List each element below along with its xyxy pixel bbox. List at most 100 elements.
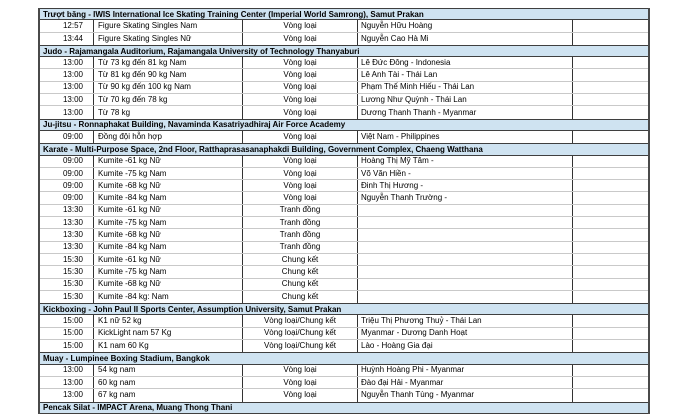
athlete-cell: Lê Anh Tài - Thái Lan	[358, 69, 573, 81]
event-cell: Từ 70 kg đến 78 kg	[94, 94, 243, 106]
extra-cell	[573, 254, 648, 265]
extra-cell	[573, 131, 648, 143]
table-row: 15:00 K1 nữ 52 kg Vòng loại/Chung kết Triệu…	[40, 315, 648, 328]
time-cell: 13:00	[40, 106, 94, 119]
time-cell: 13:30	[40, 204, 94, 217]
extra-cell	[573, 242, 648, 253]
event-cell: Kumite -75 kg Nam	[94, 217, 243, 229]
time-cell: 15:00	[40, 315, 94, 327]
event-cell: Từ 73 kg đến 81 kg Nam	[94, 57, 243, 69]
extra-cell	[573, 69, 648, 80]
table-row: 15:30 Kumite -61 kg Nữ Chung kết	[40, 253, 648, 267]
round-cell: Vòng loại	[243, 69, 358, 81]
table-row: 13:00 Từ 73 kg đến 81 kg Nam Vòng loại Lê Đ…	[40, 57, 648, 70]
extra-cell	[573, 106, 648, 118]
athlete-cell: Triệu Thị Phương Thuỷ - Thái Lan	[358, 315, 573, 327]
extra-cell	[573, 168, 648, 179]
schedule-section: Trượt băng - IWIS International Ice Skat…	[40, 8, 648, 45]
table-row: 15:30 Kumite -75 kg Nam Chung kết	[40, 266, 648, 279]
athlete-cell: Hoàng Thị Mỹ Tâm -	[358, 155, 573, 167]
extra-cell	[573, 328, 648, 339]
round-cell: Vòng loại	[243, 20, 358, 32]
round-cell: Tranh đồng	[243, 229, 358, 241]
extra-cell	[573, 229, 648, 240]
athlete-cell: Đào đại Hải - Myanmar	[358, 376, 573, 389]
schedule-section: Kickboxing - John Paul II Sports Center,…	[40, 303, 648, 353]
table-row: 12:57 Figure Skating Singles Nam Vòng loại…	[40, 20, 648, 33]
table-row: 15:30 Kumite -68 kg Nữ Chung kết	[40, 278, 648, 291]
time-cell: 15:30	[40, 278, 94, 290]
round-cell: Vòng loại	[243, 180, 358, 192]
time-cell: 12:57	[40, 20, 94, 32]
round-cell: Vòng loại	[243, 81, 358, 94]
event-cell: Kumite -84 kg Nam	[94, 241, 243, 253]
time-cell: 13:00	[40, 81, 94, 94]
round-cell: Tranh đồng	[243, 204, 358, 217]
athlete-cell: Huỳnh Hoàng Phi - Myanmar	[358, 364, 573, 376]
time-cell: 13:44	[40, 32, 94, 45]
table-row: 13:00 Từ 90 kg đến 100 kg Nam Vòng loại Phạ…	[40, 81, 648, 95]
section-header: Karate - Multi-Purpose Space, 2nd Floor,…	[40, 143, 648, 156]
athlete-cell	[358, 229, 573, 241]
athlete-cell: Đinh Thị Hương -	[358, 180, 573, 192]
extra-cell	[573, 205, 648, 216]
table-row: 13:30 Kumite -75 kg Nam Tranh đồng	[40, 217, 648, 230]
table-row: 13:00 60 kg nam Vòng loại Đào đại Hải - Mya…	[40, 376, 648, 390]
round-cell: Vòng loại/Chung kết	[243, 340, 358, 353]
round-cell: Tranh đồng	[243, 217, 358, 229]
round-cell: Vòng loại	[243, 94, 358, 106]
event-cell: Từ 78 kg	[94, 106, 243, 119]
extra-cell	[573, 156, 648, 167]
athlete-cell: Phạm Thế Minh Hiếu - Thái Lan	[358, 81, 573, 94]
extra-cell	[573, 20, 648, 31]
athlete-cell	[358, 278, 573, 290]
time-cell: 09:00	[40, 167, 94, 180]
athlete-cell: Lê Đức Đông - Indonesia	[358, 57, 573, 69]
athlete-cell: Nguyễn Cao Hà Mi	[358, 32, 573, 45]
time-cell: 15:00	[40, 327, 94, 340]
extra-cell	[573, 180, 648, 191]
round-cell: Vòng loại	[243, 192, 358, 204]
event-cell: Kumite -75 kg Nam	[94, 266, 243, 278]
round-cell: Vòng loại	[243, 57, 358, 69]
table-row: 13:00 Từ 78 kg Vòng loại Dương Thanh Thanh …	[40, 106, 648, 119]
table-row: 13:30 Kumite -61 kg Nữ Tranh đồng	[40, 204, 648, 218]
event-cell: Kumite -68 kg Nữ	[94, 180, 243, 192]
event-cell: Đồng đội hỗn hợp	[94, 130, 243, 144]
extra-cell	[573, 377, 648, 388]
athlete-cell	[358, 290, 573, 304]
table-row: 13:00 67 kg nam Vòng loại Nguyễn Thanh Tùng…	[40, 389, 648, 402]
extra-cell	[573, 57, 648, 68]
event-cell: Figure Skating Singles Nữ	[94, 32, 243, 45]
time-cell: 13:00	[40, 94, 94, 106]
athlete-cell	[358, 204, 573, 217]
schedule-section: Karate - Multi-Purpose Space, 2nd Floor,…	[40, 143, 648, 304]
extra-cell	[573, 94, 648, 105]
table-row: 13:44 Figure Skating Singles Nữ Vòng loại N…	[40, 32, 648, 45]
round-cell: Tranh đồng	[243, 241, 358, 253]
schedule-section: Muay - Lumpinee Boxing Stadium, Bangkok 1…	[40, 352, 648, 402]
table-row: 15:30 Kumite -84 kg: Nam Chung kết	[40, 290, 648, 304]
athlete-cell: Nguyễn Hữu Hoàng	[358, 20, 573, 32]
table-row: 09:00 Đồng đội hỗn hợp Vòng loại Việt Nam -…	[40, 130, 648, 144]
extra-cell	[573, 340, 648, 352]
event-cell: Kumite -68 kg Nữ	[94, 278, 243, 290]
athlete-cell: Võ Văn Hiền -	[358, 167, 573, 180]
event-cell: Kumite -75 kg Nam	[94, 167, 243, 180]
schedule-table: Trượt băng - IWIS International Ice Skat…	[38, 8, 650, 414]
event-cell: Kumite -61 kg Nữ	[94, 155, 243, 167]
schedule-section: Ju-jitsu - Ronnaphakat Building, Navamin…	[40, 118, 648, 144]
time-cell: 15:00	[40, 340, 94, 353]
extra-cell	[573, 279, 648, 290]
athlete-cell: Lào - Hoàng Gia đại	[358, 340, 573, 353]
time-cell: 13:00	[40, 376, 94, 389]
round-cell: Vòng loại/Chung kết	[243, 327, 358, 340]
section-header: Muay - Lumpinee Boxing Stadium, Bangkok	[40, 352, 648, 365]
event-cell: 67 kg nam	[94, 389, 243, 402]
athlete-cell: Nguyễn Thanh Trường -	[358, 192, 573, 204]
section-header: Pencak Silat - IMPACT Arena, Muang Thong…	[40, 401, 648, 414]
table-row: 09:00 Kumite -61 kg Nữ Vòng loại Hoàng Thị …	[40, 155, 648, 168]
athlete-cell	[358, 241, 573, 253]
round-cell: Vòng loại	[243, 167, 358, 180]
table-row: 15:00 K1 nam 60 Kg Vòng loại/Chung kết Lào …	[40, 340, 648, 353]
